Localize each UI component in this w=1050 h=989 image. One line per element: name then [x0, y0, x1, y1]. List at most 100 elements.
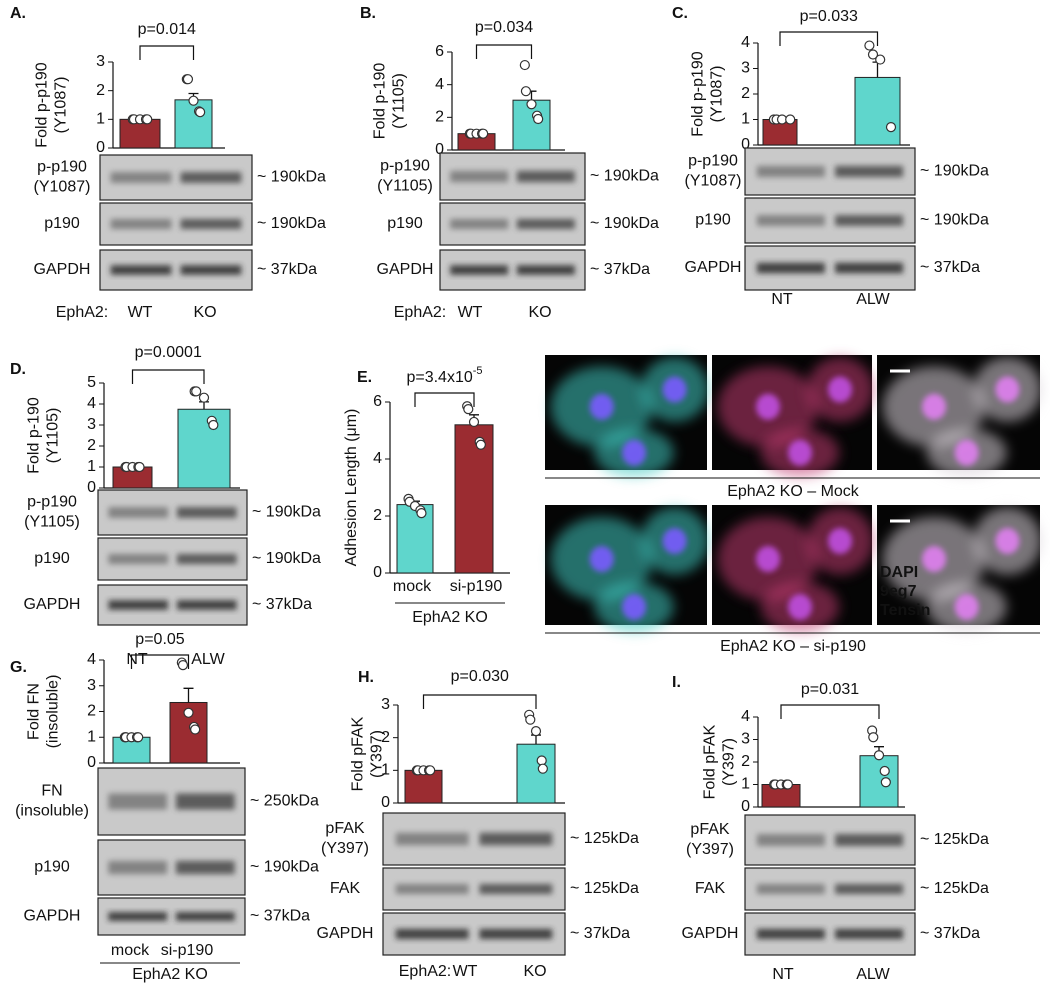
significance-bracket: [779, 31, 879, 46]
blot-label: (Y1105): [377, 178, 433, 195]
blot-size: ~ 37kDa: [252, 596, 312, 613]
data-point: [416, 508, 427, 519]
y-tick-label: 1: [381, 762, 390, 779]
x-tick-label: WT: [458, 304, 483, 321]
blot-label: (Y397): [321, 840, 369, 857]
panel-label: D.: [10, 361, 26, 378]
y-tick-label: 2: [96, 82, 105, 99]
y-axis-label: Adhesion Length (μm): [343, 409, 360, 567]
blot-band: [108, 507, 169, 518]
y-tick-label: 1: [741, 776, 750, 793]
data-point: [475, 439, 486, 450]
blot-label: FN: [41, 783, 62, 800]
p-value: p=0.0001: [135, 344, 202, 361]
nucleus: [922, 546, 947, 572]
y-tick-label: 0: [87, 479, 96, 496]
blot-size: ~ 37kDa: [257, 261, 317, 278]
x-tick-label: WT: [128, 304, 153, 321]
blot-size: ~ 37kDa: [250, 908, 310, 925]
x-tick-label: mock: [111, 942, 150, 959]
blot-label: GAPDH: [685, 259, 742, 276]
x-tick-label: KO: [193, 304, 216, 321]
blot-label: (insoluble): [15, 803, 89, 820]
y-tick-label: 0: [741, 136, 750, 153]
data-point: [873, 750, 885, 761]
panel-label: A.: [10, 5, 26, 22]
x-tick-label: ALW: [856, 291, 890, 308]
blot-band: [395, 883, 469, 895]
data-point: [133, 732, 144, 743]
y-tick-label: 2: [741, 85, 750, 102]
blot-band: [180, 172, 242, 183]
y-tick-label: 3: [87, 677, 96, 694]
blot-band: [479, 883, 553, 895]
nucleus: [662, 376, 687, 403]
blot-band: [835, 834, 904, 846]
significance-bracket: [130, 654, 190, 669]
blot-band: [176, 600, 237, 610]
y-axis-label: (insoluble): [45, 675, 62, 749]
blot-size: ~ 125kDa: [570, 830, 639, 847]
blot-label: p190: [34, 859, 70, 876]
p-value: p=0.014: [138, 21, 196, 38]
data-point: [177, 660, 189, 671]
blot-band: [175, 793, 235, 810]
data-point: [183, 707, 194, 718]
data-point: [864, 40, 875, 51]
y-tick-label: 3: [381, 696, 390, 713]
data-point: [867, 49, 879, 60]
blot-size: ~ 37kDa: [570, 925, 630, 942]
y-tick-label: 4: [435, 76, 444, 93]
blot-band: [516, 170, 575, 183]
blot-size: ~ 125kDa: [570, 880, 639, 897]
blot-label: GAPDH: [317, 925, 374, 942]
error-bar: [199, 401, 209, 410]
data-point: [191, 386, 202, 397]
blot-label: FAK: [330, 880, 361, 897]
bar: [404, 769, 443, 804]
blot-size: ~ 190kDa: [920, 212, 989, 229]
significance-bracket: [139, 45, 195, 60]
error-bar: [183, 687, 194, 703]
blot-band: [110, 172, 172, 183]
y-tick-label: 0: [435, 141, 444, 158]
blot-band: [756, 834, 825, 846]
blot-band: [756, 883, 825, 895]
y-axis-label: Fold p-190: [26, 397, 43, 474]
y-axis-label: Fold p-190: [372, 63, 389, 140]
x-tick-label: mock: [393, 578, 432, 595]
significance-bracket: [414, 392, 475, 407]
blot-band: [176, 507, 237, 518]
blot-band: [756, 165, 825, 178]
blot-band: [835, 215, 904, 226]
y-tick-label: 3: [741, 60, 750, 77]
blot-label: GAPDH: [34, 261, 91, 278]
blot-size: ~ 125kDa: [920, 831, 989, 848]
blot-band: [835, 165, 904, 178]
blot-label: (Y1105): [24, 514, 80, 531]
data-point: [782, 779, 793, 790]
nucleus: [756, 546, 780, 572]
data-point: [425, 765, 436, 776]
blot-band: [756, 928, 825, 940]
data-point: [785, 114, 796, 125]
blot-band: [835, 928, 904, 940]
blot-band: [180, 265, 242, 275]
image-caption: EphA2 KO – Mock: [727, 483, 860, 500]
blot-band: [479, 832, 553, 846]
x-tick-label: ALW: [191, 651, 225, 668]
panel-label: B.: [360, 5, 376, 22]
significance-bracket: [422, 694, 537, 709]
x-tick-label: KO: [523, 963, 546, 980]
y-tick-label: 0: [381, 794, 390, 811]
data-point: [875, 54, 886, 65]
blot-label: p190: [695, 212, 731, 229]
group-label: EphA2:: [56, 304, 108, 321]
nucleus: [954, 594, 979, 620]
blot-label: pFAK: [325, 820, 364, 837]
blot-label: p190: [34, 550, 70, 567]
blot-band: [176, 553, 237, 565]
y-tick-label: 4: [373, 450, 382, 467]
y-axis-label: (Y1087): [53, 77, 70, 134]
